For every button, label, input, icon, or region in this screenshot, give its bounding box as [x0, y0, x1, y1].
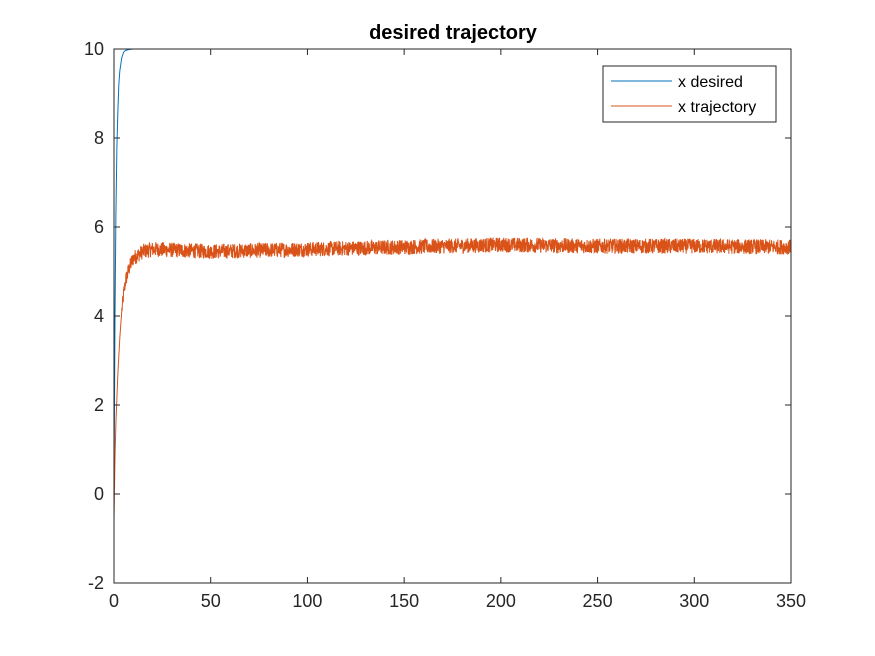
legend-label-x-desired: x desired — [678, 74, 743, 91]
y-tick-label: 4 — [94, 306, 104, 326]
y-tick-label: 0 — [94, 484, 104, 504]
x-tick-label: 150 — [389, 591, 419, 611]
series-line-x-trajectory — [113, 237, 792, 521]
y-tick-label: 2 — [94, 395, 104, 415]
y-tick-label: 6 — [94, 217, 104, 237]
x-tick-label: 300 — [679, 591, 709, 611]
y-tick-label: 10 — [84, 39, 104, 59]
plot-area — [114, 49, 791, 583]
legend-label-x-trajectory: x trajectory — [678, 99, 756, 116]
chart-title: desired trajectory — [369, 22, 538, 44]
x-tick-label: 100 — [292, 591, 322, 611]
legend-box — [602, 65, 777, 123]
x-tick-label: 350 — [776, 591, 806, 611]
x-tick-label: 50 — [201, 591, 221, 611]
x-tick-label: 250 — [583, 591, 613, 611]
x-tick-label: 200 — [486, 591, 516, 611]
legend: x desired x trajectory — [602, 65, 777, 123]
y-tick-label: 8 — [94, 128, 104, 148]
y-tick-label: -2 — [88, 573, 104, 593]
x-tick-label: 0 — [109, 591, 119, 611]
